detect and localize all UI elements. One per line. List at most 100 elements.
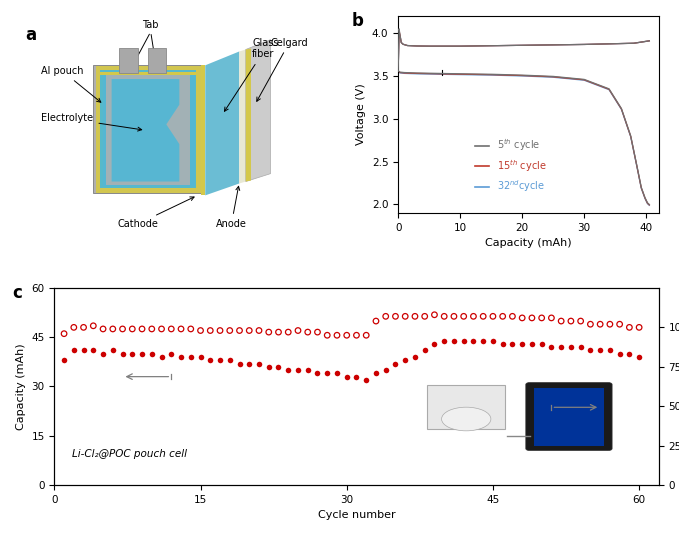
Point [555, 343, 566, 351]
Text: Li-Cl₂@POC pouch cell: Li-Cl₂@POC pouch cell [73, 449, 187, 459]
Text: Anode: Anode [216, 187, 247, 229]
FancyBboxPatch shape [100, 70, 196, 189]
Point [117, 350, 128, 358]
Polygon shape [239, 50, 246, 183]
Point [614, 350, 625, 358]
Point [176, 353, 187, 361]
Point [98, 350, 109, 358]
Point [185, 353, 196, 361]
Point [224, 356, 235, 365]
Point [215, 326, 225, 335]
Point [88, 321, 98, 330]
FancyBboxPatch shape [100, 71, 196, 75]
Point [331, 369, 342, 377]
Legend: 5$^{th}$ cycle, 15$^{th}$ cycle, 32$^{nd}$cycle: 5$^{th}$ cycle, 15$^{th}$ cycle, 32$^{nd… [471, 133, 551, 198]
Point [322, 369, 333, 377]
Point [449, 336, 460, 345]
Point [390, 359, 401, 368]
Point [176, 325, 187, 333]
FancyBboxPatch shape [94, 65, 203, 193]
Point [361, 331, 371, 340]
Point [409, 353, 420, 361]
Point [147, 350, 158, 358]
Point [517, 340, 528, 348]
Point [555, 317, 566, 325]
Point [147, 325, 158, 333]
Y-axis label: Voltage (V): Voltage (V) [356, 84, 366, 146]
Point [136, 350, 147, 358]
Point [624, 350, 635, 358]
Point [585, 346, 596, 354]
Point [293, 366, 304, 374]
Point [517, 313, 528, 322]
Point [468, 336, 479, 345]
Point [234, 326, 245, 335]
Point [351, 373, 362, 381]
Point [595, 320, 606, 328]
Point [351, 331, 362, 340]
Point [253, 326, 264, 335]
Point [98, 325, 109, 333]
Point [166, 350, 177, 358]
Polygon shape [246, 49, 251, 182]
Polygon shape [111, 79, 179, 182]
Point [546, 343, 557, 351]
Point [78, 323, 89, 332]
Point [390, 312, 401, 320]
Point [342, 373, 352, 381]
Point [614, 320, 625, 328]
Point [195, 326, 206, 335]
Point [263, 362, 274, 371]
Point [127, 350, 138, 358]
Point [458, 312, 469, 320]
Point [566, 343, 576, 351]
Polygon shape [203, 65, 205, 195]
Point [429, 311, 440, 319]
Point [380, 312, 391, 320]
Point [117, 325, 128, 333]
Point [604, 320, 615, 328]
Point [342, 331, 352, 340]
Text: a: a [26, 26, 37, 44]
FancyBboxPatch shape [148, 47, 166, 73]
Point [215, 356, 225, 365]
Point [575, 317, 586, 325]
Point [497, 312, 508, 320]
Text: Cathode: Cathode [117, 197, 194, 229]
Point [263, 328, 274, 336]
FancyBboxPatch shape [120, 47, 138, 73]
Point [634, 353, 644, 361]
Point [58, 356, 69, 365]
Point [634, 323, 644, 332]
Point [536, 313, 547, 322]
Text: Al pouch: Al pouch [41, 66, 100, 102]
Point [526, 340, 537, 348]
Y-axis label: Capacity (mAh): Capacity (mAh) [16, 343, 26, 430]
Point [400, 356, 411, 365]
Point [624, 323, 635, 332]
Point [546, 313, 557, 322]
X-axis label: Capacity (mAh): Capacity (mAh) [485, 238, 572, 248]
Point [166, 325, 177, 333]
Point [526, 313, 537, 322]
Point [400, 312, 411, 320]
Point [293, 326, 304, 335]
Point [156, 325, 167, 333]
Point [312, 328, 323, 336]
Text: b: b [351, 12, 363, 30]
Point [127, 325, 138, 333]
Point [78, 346, 89, 354]
Point [409, 312, 420, 320]
Text: Glass
fiber: Glass fiber [225, 38, 279, 111]
Point [380, 366, 391, 374]
Point [322, 331, 333, 340]
Point [195, 353, 206, 361]
Point [283, 328, 294, 336]
Point [205, 356, 216, 365]
Point [107, 346, 118, 354]
Point [566, 317, 576, 325]
Point [536, 340, 547, 348]
Text: Tab: Tab [143, 20, 159, 30]
Point [449, 312, 460, 320]
Point [331, 331, 342, 340]
